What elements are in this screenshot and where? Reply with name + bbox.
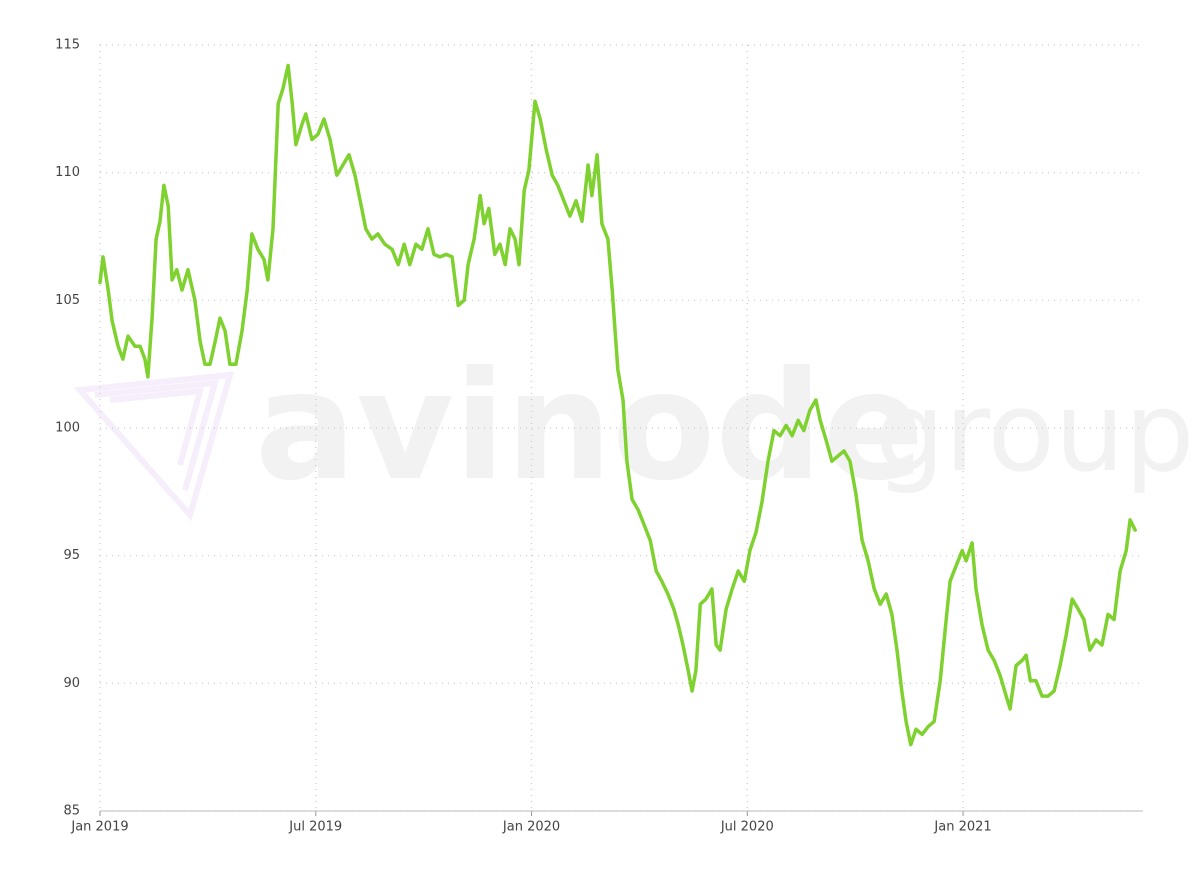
x-tick-label: Jan 2021 [933, 820, 991, 835]
y-tick-label: 95 [63, 548, 80, 563]
data-line [98, 63, 1137, 747]
y-tick-label: 100 [55, 421, 80, 436]
watermark-brand: avinode [255, 340, 924, 514]
x-tick-label: Jan 2020 [502, 820, 560, 835]
y-tick-label: 115 [55, 38, 80, 53]
x-tick-label: Jul 2019 [288, 820, 342, 835]
y-tick-label: 105 [55, 293, 80, 308]
x-tick-label: Jan 2019 [70, 820, 128, 835]
watermark-suffix: group [875, 368, 1194, 496]
x-tick-label: Jul 2020 [720, 820, 774, 835]
watermark-logo [73, 371, 235, 522]
y-tick-label: 90 [63, 676, 80, 691]
y-tick-label: 85 [63, 804, 80, 819]
y-tick-label: 110 [55, 165, 80, 180]
